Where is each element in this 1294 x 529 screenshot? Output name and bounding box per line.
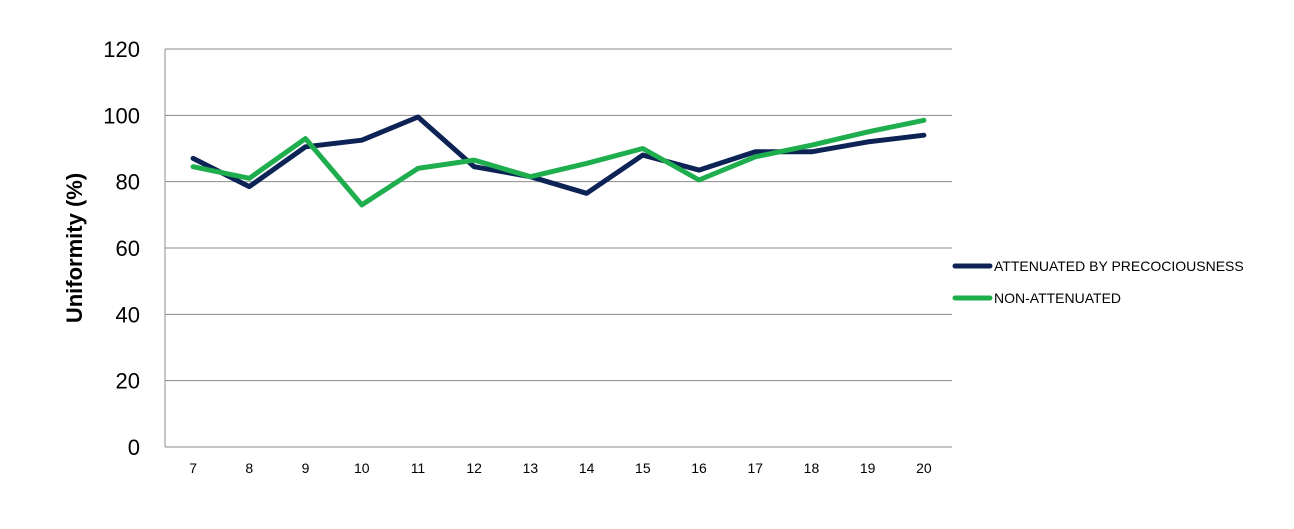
y-tick-label: 20 xyxy=(116,369,140,394)
x-tick-label: 17 xyxy=(747,460,763,476)
y-tick-label: 100 xyxy=(103,103,140,128)
legend-label: NON-ATTENUATED xyxy=(994,290,1121,306)
x-tick-label: 14 xyxy=(579,460,595,476)
legend-label: ATTENUATED BY PRECOCIOUSNESS xyxy=(994,258,1244,274)
y-axis-title: Uniformity (%) xyxy=(62,173,87,323)
series-line-2 xyxy=(190,117,927,208)
y-tick-label: 0 xyxy=(128,435,140,460)
x-tick-label: 11 xyxy=(411,460,426,476)
y-tick-label: 40 xyxy=(116,302,140,327)
x-tick-label: 16 xyxy=(691,460,707,476)
x-tick-label: 20 xyxy=(916,460,932,476)
legend: ATTENUATED BY PRECOCIOUSNESS NON-ATTENUAT… xyxy=(952,258,1244,306)
x-tick-label: 19 xyxy=(860,460,876,476)
series-line-1 xyxy=(190,114,927,196)
x-axis-ticks: 7 8 9 10 11 12 13 14 15 16 17 18 19 20 xyxy=(189,460,932,476)
series-lines xyxy=(190,114,927,208)
y-tick-label: 60 xyxy=(116,236,140,261)
x-tick-label: 18 xyxy=(804,460,820,476)
x-tick-label: 13 xyxy=(523,460,539,476)
gridlines xyxy=(164,48,952,448)
y-axis-ticks: 0 20 40 60 80 100 120 xyxy=(103,37,140,460)
y-tick-label: 80 xyxy=(116,170,140,195)
x-tick-label: 7 xyxy=(189,460,197,476)
x-tick-label: 9 xyxy=(302,460,310,476)
x-tick-label: 15 xyxy=(635,460,651,476)
x-tick-label: 10 xyxy=(354,460,370,476)
y-tick-label: 120 xyxy=(103,37,140,62)
x-tick-label: 8 xyxy=(245,460,253,476)
x-tick-label: 12 xyxy=(466,460,482,476)
